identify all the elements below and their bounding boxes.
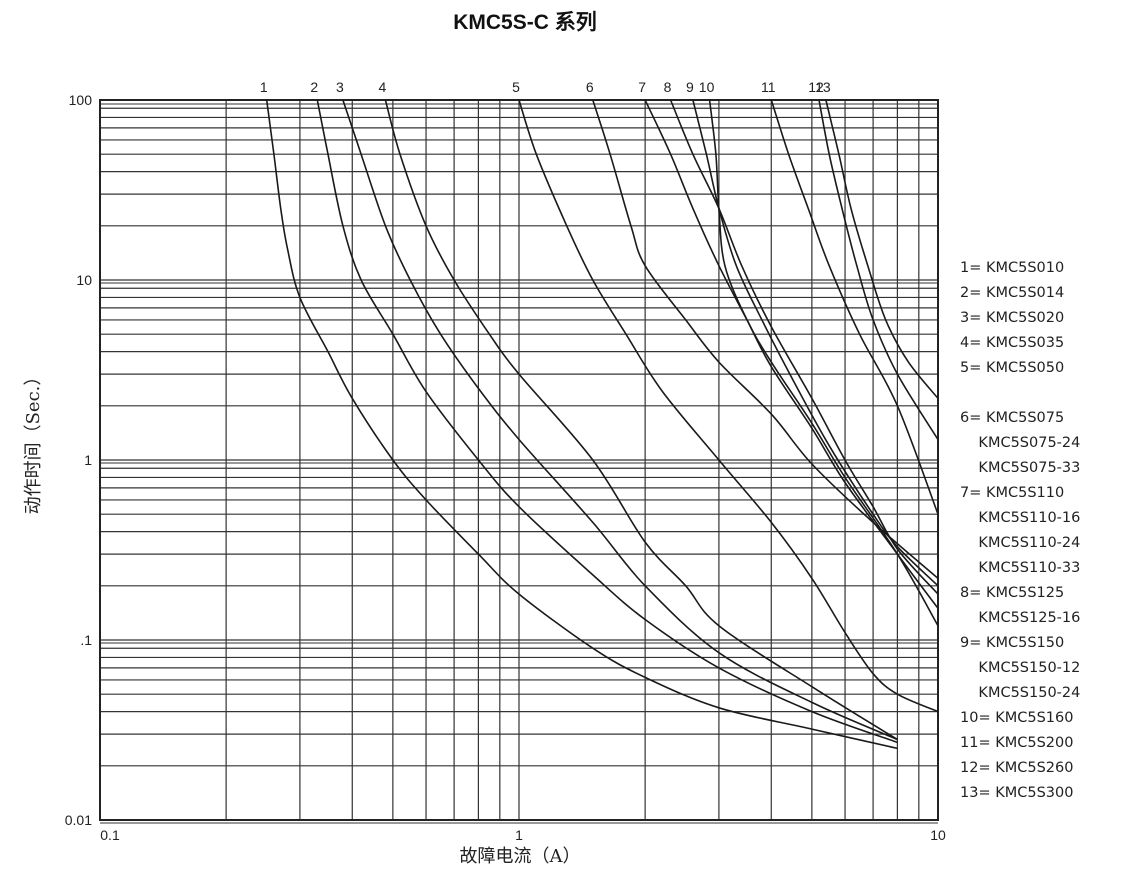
legend-entry: 6= KMC5S075 (960, 410, 1065, 426)
y-tick-label: 1 (84, 452, 92, 468)
legend-entry: KMC5S125-16 (960, 610, 1081, 626)
y-tick-label: 10 (76, 272, 92, 288)
curve-7 (644, 99, 939, 609)
legend-entry: KMC5S075-33 (960, 460, 1081, 476)
legend-entry: 13= KMC5S300 (960, 785, 1074, 801)
y-tick-labels: 100 10 1 .1 0.01 (65, 92, 92, 828)
grid (99, 99, 939, 824)
x-tick-label: 1 (515, 827, 523, 843)
x-tick-label: 0.1 (100, 827, 120, 843)
curve-label-11: 11 (761, 79, 776, 95)
legend-entry: 11= KMC5S200 (960, 735, 1074, 751)
legend-entry: KMC5S150-12 (960, 660, 1081, 676)
curve-4 (384, 99, 898, 741)
curve-label-4: 4 (379, 79, 387, 95)
curve-3 (342, 99, 898, 741)
curve-label-9: 9 (686, 79, 694, 95)
curve-label-12: 12 (808, 79, 824, 95)
legend-entry: 7= KMC5S110 (960, 485, 1065, 501)
legend-entry: KMC5S110-33 (960, 560, 1081, 576)
legend-entry: 12= KMC5S260 (960, 760, 1074, 776)
curve-label-10: 10 (699, 79, 715, 95)
legend-entry: 4= KMC5S035 (960, 335, 1065, 351)
curve-9 (692, 99, 939, 587)
legend-entry: 2= KMC5S014 (960, 285, 1065, 301)
x-tick-labels: 0.1 1 10 (100, 827, 946, 843)
curve-13 (825, 99, 939, 399)
curve-8 (669, 99, 939, 595)
curve-label-5: 5 (512, 79, 520, 95)
curve-5 (518, 99, 939, 713)
curve-label-2: 2 (310, 79, 318, 95)
legend-entry: 8= KMC5S125 (960, 585, 1065, 601)
chart-title: KMC5S-C 系列 (453, 11, 597, 34)
curve-10 (708, 99, 939, 627)
legend-entry: KMC5S110-16 (960, 510, 1081, 526)
curve-label-3: 3 (336, 79, 344, 95)
legend-entry: KMC5S110-24 (960, 535, 1081, 551)
legend-entry: 9= KMC5S150 (960, 635, 1065, 651)
curves (265, 99, 939, 750)
curve-label-13: 13 (815, 79, 831, 95)
y-tick-label: .1 (80, 632, 92, 648)
curve-label-6: 6 (586, 79, 594, 95)
legend-entry: 3= KMC5S020 (960, 310, 1065, 326)
legend-entry: 5= KMC5S050 (960, 360, 1065, 376)
curve-12 (818, 99, 939, 440)
y-tick-label: 0.01 (65, 812, 92, 828)
curve-11 (770, 99, 939, 515)
legend-entry: KMC5S075-24 (960, 435, 1081, 451)
curve-label-1: 1 (260, 79, 268, 95)
legend-entry: KMC5S150-24 (960, 685, 1081, 701)
curve-label-8: 8 (664, 79, 672, 95)
curve-1 (265, 99, 898, 750)
curve-label-7: 7 (638, 79, 646, 95)
curve-6 (592, 99, 939, 580)
x-tick-label: 10 (930, 827, 946, 843)
legend-entry: 10= KMC5S160 (960, 710, 1074, 726)
x-axis-label: 故障电流（A） (459, 846, 581, 867)
legend-entry: 1= KMC5S010 (960, 260, 1065, 276)
y-tick-label: 100 (69, 92, 93, 108)
curve-2 (316, 99, 898, 744)
